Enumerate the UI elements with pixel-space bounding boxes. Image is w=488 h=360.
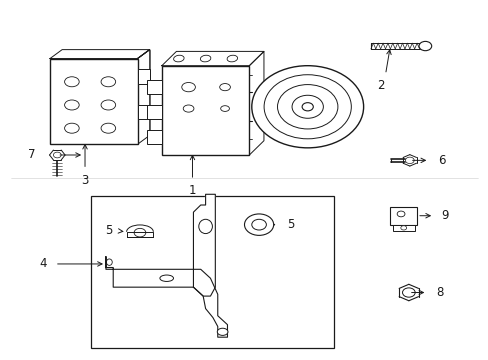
Polygon shape — [106, 257, 227, 337]
Circle shape — [244, 214, 273, 235]
Bar — [147, 80, 162, 94]
Text: 4: 4 — [39, 257, 46, 270]
Bar — [50, 59, 137, 144]
Text: 5: 5 — [286, 218, 294, 231]
Text: 1: 1 — [188, 184, 196, 197]
Text: 7: 7 — [28, 148, 35, 162]
Polygon shape — [137, 50, 149, 144]
Bar — [137, 105, 149, 119]
Ellipse shape — [160, 275, 173, 282]
Text: 3: 3 — [81, 174, 88, 186]
Bar — [147, 130, 162, 144]
Circle shape — [251, 66, 363, 148]
Circle shape — [418, 41, 431, 51]
Ellipse shape — [199, 219, 212, 234]
Text: 5: 5 — [104, 224, 112, 237]
Polygon shape — [126, 232, 153, 237]
Text: 2: 2 — [376, 79, 384, 92]
Bar — [392, 225, 414, 231]
Polygon shape — [62, 50, 149, 135]
Circle shape — [400, 226, 406, 230]
Bar — [147, 105, 162, 119]
Text: 8: 8 — [435, 286, 442, 299]
Polygon shape — [193, 194, 215, 296]
Polygon shape — [50, 50, 149, 59]
Polygon shape — [162, 51, 264, 66]
Bar — [389, 207, 416, 225]
Bar — [162, 66, 249, 155]
Polygon shape — [249, 51, 264, 155]
Text: 9: 9 — [441, 209, 448, 222]
Circle shape — [302, 103, 313, 111]
Text: 6: 6 — [437, 154, 444, 167]
Ellipse shape — [217, 328, 227, 336]
Bar — [137, 69, 149, 84]
Bar — [91, 196, 334, 348]
